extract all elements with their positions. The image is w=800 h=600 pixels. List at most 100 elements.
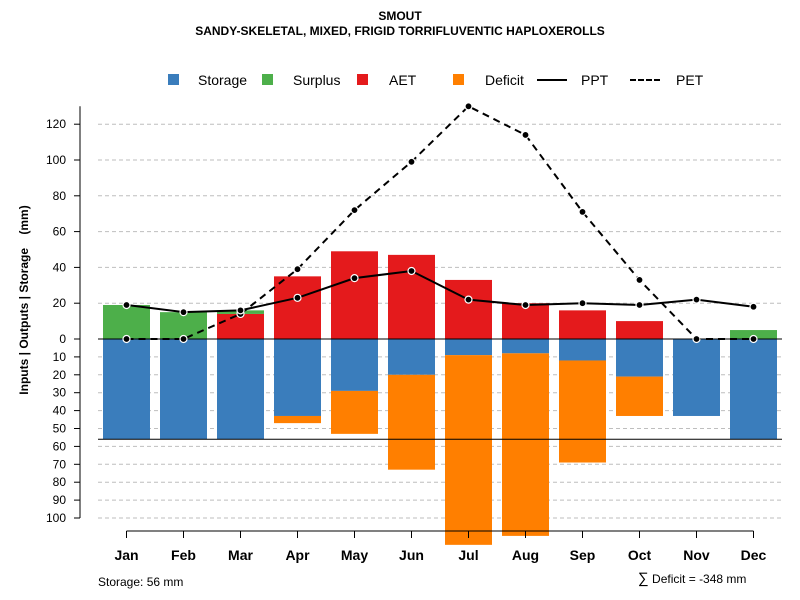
storage-bar (730, 339, 777, 440)
pet-point (635, 275, 644, 285)
y-tick-label: 20 (53, 296, 67, 310)
ppt-point (578, 299, 587, 308)
aet-bar (331, 251, 378, 339)
pet-point (293, 265, 302, 274)
chart-legend: Storage Surplus AET Deficit PPT PET (0, 70, 800, 90)
legend-line-key (537, 79, 567, 81)
y-tick-label: 120 (46, 117, 66, 131)
surplus-bar (103, 304, 150, 339)
ppt-point (635, 300, 644, 310)
legend-label: AET (389, 72, 417, 88)
y-tick-label: 90 (53, 493, 67, 507)
x-tick-label: Oct (628, 547, 652, 563)
deficit-bar (502, 353, 549, 536)
x-tick-label: Feb (171, 547, 196, 563)
aet-bar (502, 303, 549, 339)
sum-icon: ∑ (638, 570, 649, 587)
deficit-bar (388, 374, 435, 470)
deficit-bar (445, 355, 492, 545)
storage-bar (274, 339, 321, 416)
ppt-line (126, 269, 754, 314)
y-tick-label: 100 (46, 511, 66, 525)
y-axis-label: Inputs | Outputs | Storage (mm) (17, 205, 31, 394)
ppt-point (749, 302, 758, 311)
surplus-bar (730, 330, 777, 339)
pet-point (521, 130, 530, 140)
aet-bar (274, 276, 321, 339)
y-tick-label: 0 (59, 332, 66, 346)
storage-bar (445, 339, 492, 356)
pet-point (350, 206, 359, 215)
legend-label: Deficit (485, 72, 524, 88)
y-tick-label: 70 (53, 457, 67, 471)
y-tick-label: 80 (53, 475, 67, 489)
storage-bar (559, 339, 606, 361)
y-tick-label: 50 (53, 422, 67, 436)
pet-point (578, 207, 587, 217)
pet-line (126, 105, 754, 340)
pet-point (692, 334, 701, 344)
legend-swatch (262, 74, 273, 85)
storage-bar (616, 339, 663, 377)
gridlines (98, 123, 782, 519)
aet-bar (217, 313, 264, 339)
pet-point (407, 157, 416, 166)
y-axis: 0 20 40 60 80 100 120 10 20 30 40 50 60 70 80 90 100 Inpu… (17, 106, 81, 525)
y-tick-label: 80 (53, 189, 67, 203)
y-tick-label: 30 (53, 386, 67, 400)
ppt-point (521, 300, 530, 310)
y-tick-label: 40 (53, 260, 67, 274)
ppt-point (293, 293, 302, 302)
legend-swatch (168, 74, 179, 85)
surplus-bar (160, 312, 207, 339)
y-tick-label: 100 (46, 153, 66, 167)
deficit-bar (274, 415, 321, 424)
chart-subtitle: SANDY-SKELETAL, MIXED, FRIGID TORRIFLUVE… (195, 24, 605, 38)
x-tick-label: Aug (512, 547, 539, 563)
ppt-point (179, 308, 188, 317)
storage-bar (673, 339, 720, 416)
y-tick-label: 20 (53, 368, 67, 382)
storage-bar (217, 339, 264, 440)
x-tick-label: Apr (285, 547, 310, 563)
storage-footnote: Storage: 56 mm (98, 575, 184, 589)
pet-point (749, 334, 758, 344)
deficit-bar (559, 360, 606, 463)
x-axis: Jan Feb Mar Apr May Jun Jul Aug Sep Oct Nov Dec (114, 530, 767, 563)
legend-swatch (453, 74, 464, 85)
pet-point (464, 102, 473, 111)
chart-title: SMOUT (378, 9, 422, 23)
legend-label: PPT (581, 72, 609, 88)
storage-bar (331, 339, 378, 391)
x-tick-label: Mar (228, 547, 253, 563)
storage-bar (160, 339, 207, 440)
legend-label: Surplus (293, 72, 341, 88)
deficit-footnote: ∑ Deficit = -348 mm (638, 570, 746, 587)
storage-bar (388, 339, 435, 375)
legend-label: Storage (198, 72, 248, 88)
y-tick-label: 40 (53, 404, 67, 418)
x-tick-label: Dec (741, 547, 767, 563)
x-tick-label: Jul (458, 547, 478, 563)
ppt-point (350, 274, 359, 283)
ppt-point (236, 306, 245, 315)
y-tick-label: 60 (53, 225, 67, 239)
deficit-total: Deficit = -348 mm (652, 572, 747, 586)
bars (103, 251, 777, 545)
y-tick-label: 10 (53, 350, 67, 364)
legend-label: PET (676, 72, 704, 88)
storage-bar (502, 339, 549, 354)
deficit-bar (331, 390, 378, 434)
ppt-point (122, 300, 131, 310)
pet-point (122, 334, 131, 344)
aet-bar (616, 321, 663, 339)
x-tick-label: May (341, 547, 368, 563)
deficit-bar (616, 376, 663, 416)
x-tick-label: Nov (683, 547, 710, 563)
y-tick-label: 60 (53, 439, 67, 453)
x-tick-label: Jun (399, 547, 424, 563)
x-tick-label: Jan (114, 547, 138, 563)
legend-swatch (357, 74, 368, 85)
aet-bar (445, 279, 492, 339)
